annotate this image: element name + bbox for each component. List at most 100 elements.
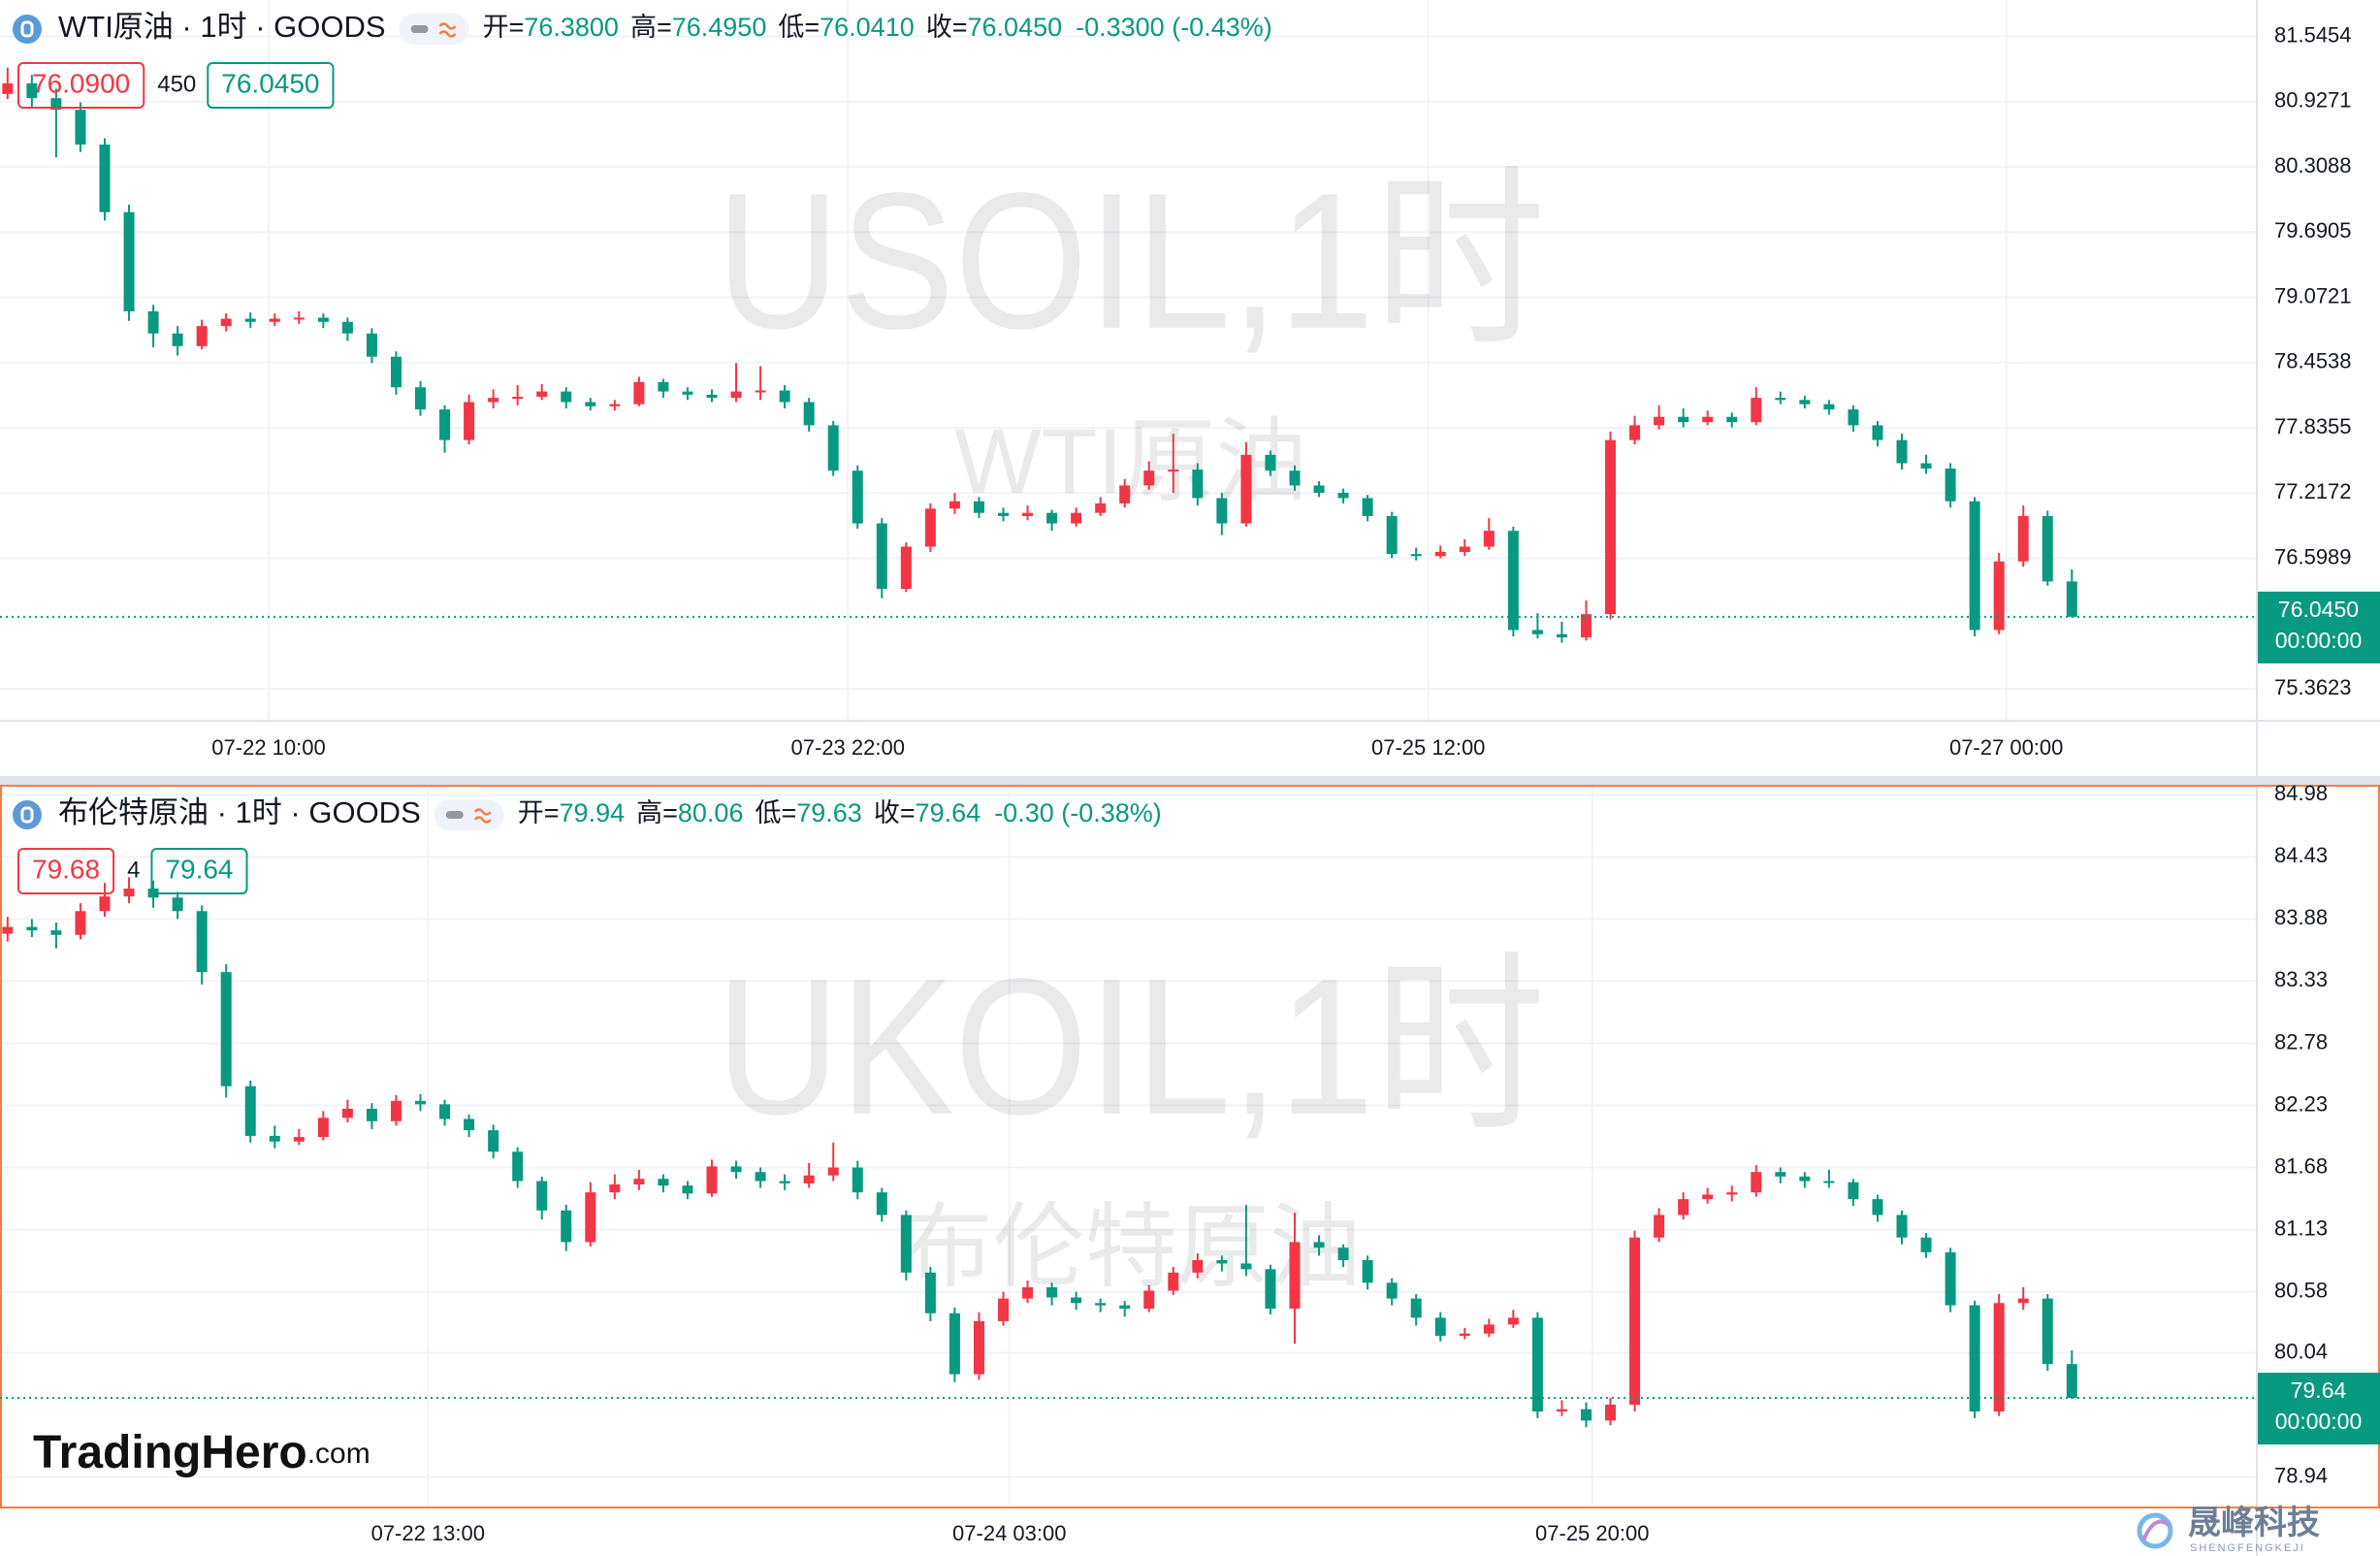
legend-value: 76.0450 — [968, 13, 1063, 42]
candle-body — [269, 1135, 280, 1142]
candle-body — [1216, 498, 1228, 524]
candle-body — [75, 911, 86, 935]
candle-body — [924, 508, 936, 547]
candle-body — [1969, 501, 1980, 631]
candle-body — [1993, 1303, 2005, 1412]
candle-body — [1823, 1181, 1835, 1183]
candle-body — [1799, 1176, 1811, 1182]
candle-body — [973, 501, 984, 513]
candle-body — [609, 404, 621, 406]
candle-body — [1872, 1199, 1883, 1216]
candle-body — [123, 888, 135, 897]
candle-body — [827, 425, 839, 471]
candle-body — [1386, 1282, 1398, 1299]
candle-body — [1920, 463, 1932, 470]
ohlc-legend: 开=76.3800 高=76.4950 低=76.0410 收=76.0450 -0.3… — [483, 13, 1272, 42]
candle-body — [317, 1118, 329, 1138]
candle-body — [1629, 425, 1641, 440]
y-tick-label: 81.68 — [2274, 1153, 2328, 1178]
y-tick-label: 80.9271 — [2274, 88, 2352, 113]
legend-key: 收= — [874, 798, 916, 827]
y-tick-label: 77.8355 — [2274, 414, 2352, 438]
y-tick-label: 78.4538 — [2274, 349, 2352, 373]
candle-body — [366, 1108, 377, 1121]
candle-body — [1920, 1237, 1932, 1252]
candle-body — [949, 501, 960, 509]
candle-body — [1605, 1405, 1617, 1421]
candle-body — [682, 391, 693, 395]
candle-body — [147, 310, 159, 334]
status-wave — [438, 22, 457, 38]
candle-body — [1483, 1324, 1495, 1334]
candle-body — [1071, 512, 1082, 524]
pane-divider[interactable] — [0, 776, 2380, 785]
candle-body — [1022, 512, 1034, 516]
candle-body — [1702, 1194, 1714, 1200]
status-wave — [473, 808, 492, 824]
legend-change: -0.30 (-0.38%) — [994, 798, 1162, 827]
candle-body — [26, 82, 38, 99]
candle-body — [561, 1210, 572, 1243]
candle-body — [1605, 439, 1617, 615]
candle-body — [1265, 1269, 1276, 1310]
candle-body — [488, 398, 499, 403]
y-tick-label: 83.88 — [2274, 905, 2328, 929]
candle-body — [1410, 1298, 1422, 1318]
y-tick-label: 77.2172 — [2274, 479, 2352, 503]
candle-body — [1945, 469, 1956, 502]
candle-body — [1192, 470, 1204, 499]
candle-body — [366, 333, 377, 357]
active-pane-border — [0, 785, 2380, 1508]
candle-body — [755, 390, 766, 393]
candle-body — [2066, 581, 2077, 617]
candle-body — [123, 211, 135, 311]
candle-body — [2017, 515, 2029, 562]
brand-name: TradingHero — [33, 1427, 307, 1478]
candle-body — [464, 1118, 475, 1131]
y-tick-label: 81.13 — [2274, 1216, 2328, 1240]
candle-body — [464, 402, 475, 440]
candle-body — [293, 1137, 305, 1142]
candle-body — [949, 1313, 960, 1375]
candle-body — [876, 1192, 887, 1216]
logo-ring — [2137, 1512, 2173, 1549]
candle-body — [2, 926, 14, 934]
candle-body — [900, 546, 912, 590]
candle-body — [658, 1179, 669, 1186]
candle-body — [1459, 1333, 1470, 1337]
candle-body — [706, 394, 718, 399]
logo-sub: SHENGFENGKEJI — [2190, 1542, 2305, 1554]
candle-body — [852, 470, 863, 524]
status-dash — [445, 811, 464, 819]
candle-body — [1289, 470, 1301, 486]
y-tick-label: 82.78 — [2274, 1029, 2328, 1054]
candle-body — [1289, 1242, 1301, 1310]
x-tick-label: 07-25 12:00 — [1371, 735, 1485, 760]
candle-body — [1702, 416, 1714, 423]
bid-price: 79.68 — [32, 854, 100, 884]
candle-body — [924, 1272, 936, 1313]
candle-body — [390, 1100, 402, 1121]
candle-body — [779, 390, 790, 403]
candle-body — [1143, 1290, 1155, 1310]
candle-body — [682, 1185, 693, 1194]
candle-body — [561, 391, 572, 403]
legend-key: 开= — [483, 13, 525, 42]
last-price-label: 79.64 — [2291, 1378, 2347, 1403]
candle-body — [1046, 512, 1058, 524]
candle-body — [341, 321, 353, 334]
candle-body — [1216, 1260, 1228, 1264]
countdown-label: 00:00:00 — [2275, 628, 2363, 653]
candle-body — [1775, 398, 1786, 401]
y-tick-label: 82.23 — [2274, 1091, 2328, 1116]
y-tick-label: 81.5454 — [2274, 22, 2352, 47]
candle-body — [2042, 1298, 2053, 1365]
ask-box — [207, 62, 335, 109]
candle-body — [1580, 1409, 1592, 1421]
symbol-icon-inner — [20, 20, 34, 38]
x-tick-label: 07-22 13:00 — [371, 1521, 485, 1545]
status-pill — [434, 799, 504, 830]
candle-body — [1751, 398, 1762, 423]
